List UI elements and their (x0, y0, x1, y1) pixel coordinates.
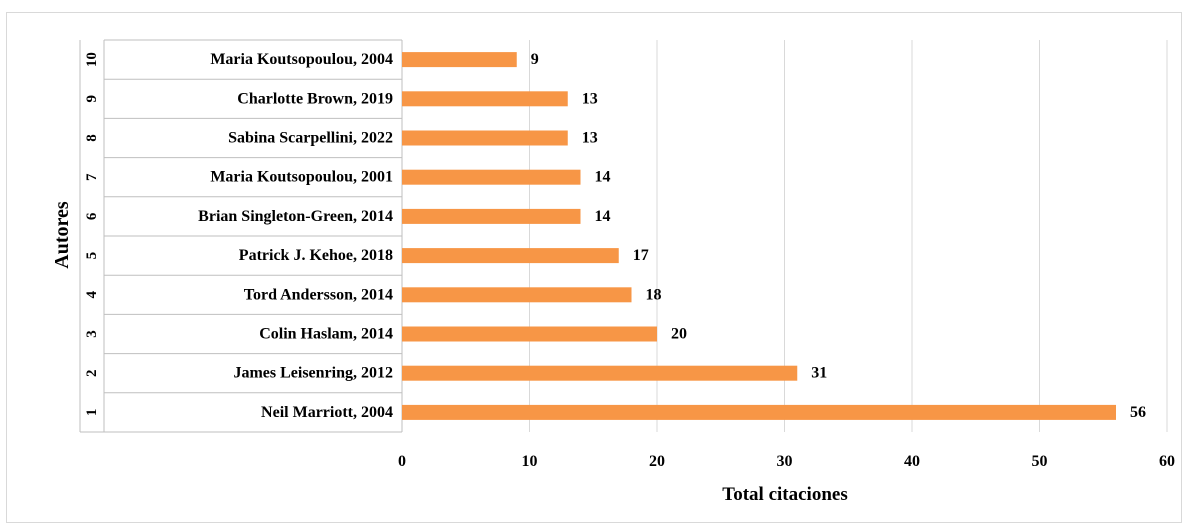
rank-label-10: 10 (84, 52, 100, 67)
rank-label-4: 4 (84, 291, 100, 299)
data-label-1: 56 (1130, 404, 1146, 421)
bar-7 (402, 169, 581, 185)
y-axis-title: Autores (51, 201, 73, 269)
data-label-3: 20 (671, 326, 687, 343)
bars (402, 52, 1116, 420)
bar-8 (402, 130, 568, 146)
rank-label-1: 1 (84, 409, 100, 417)
bar-9 (402, 91, 568, 107)
rank-labels: 1 2 3 4 5 6 7 8 9 10 (84, 52, 100, 416)
author-label-5: Patrick J. Kehoe, 2018 (239, 247, 393, 264)
author-label-9: Charlotte Brown, 2019 (237, 90, 393, 107)
author-label-2: James Leisenring, 2012 (233, 365, 393, 382)
data-label-4: 18 (646, 286, 662, 303)
author-label-3: Colin Haslam, 2014 (259, 326, 393, 343)
x-tick-labels: 0 10 20 30 40 50 60 (398, 453, 1175, 470)
author-labels: Neil Marriott, 2004 James Leisenring, 201… (198, 51, 393, 421)
rank-label-5: 5 (84, 252, 100, 260)
author-label-6: Brian Singleton-Green, 2014 (198, 208, 393, 225)
x-tick-label-3: 30 (777, 453, 793, 470)
x-tick-label-4: 40 (904, 453, 920, 470)
data-label-10: 9 (531, 51, 539, 68)
rank-label-6: 6 (84, 212, 100, 220)
data-label-5: 17 (633, 247, 649, 264)
bar-2 (402, 365, 798, 381)
bar-6 (402, 208, 581, 224)
author-label-7: Maria Koutsopoulou, 2001 (210, 169, 393, 186)
rank-label-7: 7 (84, 173, 100, 181)
data-labels: 56 31 20 18 17 14 14 13 13 9 (531, 51, 1146, 421)
author-label-4: Tord Andersson, 2014 (244, 286, 393, 303)
data-label-2: 31 (811, 365, 827, 382)
data-label-7: 14 (595, 169, 611, 186)
data-label-9: 13 (582, 90, 598, 107)
bar-3 (402, 326, 657, 342)
rank-label-3: 3 (84, 330, 100, 338)
rank-label-2: 2 (84, 369, 100, 377)
x-tick-label-2: 20 (649, 453, 665, 470)
data-label-6: 14 (595, 208, 611, 225)
x-tick-label-0: 0 (398, 453, 406, 470)
x-axis-title: Total citaciones (722, 484, 847, 505)
bar-10 (402, 52, 517, 68)
author-label-8: Sabina Scarpellini, 2022 (228, 130, 393, 147)
x-tick-label-5: 50 (1032, 453, 1048, 470)
bar-4 (402, 287, 632, 303)
bar-5 (402, 248, 619, 264)
rank-label-8: 8 (84, 134, 100, 142)
author-label-1: Neil Marriott, 2004 (261, 404, 393, 421)
chart-frame (6, 12, 1182, 523)
rank-label-9: 9 (84, 95, 100, 103)
data-label-8: 13 (582, 130, 598, 147)
x-tick-label-1: 10 (522, 453, 538, 470)
x-tick-label-6: 60 (1159, 453, 1175, 470)
author-label-10: Maria Koutsopoulou, 2004 (210, 51, 393, 68)
bar-1 (402, 404, 1116, 420)
